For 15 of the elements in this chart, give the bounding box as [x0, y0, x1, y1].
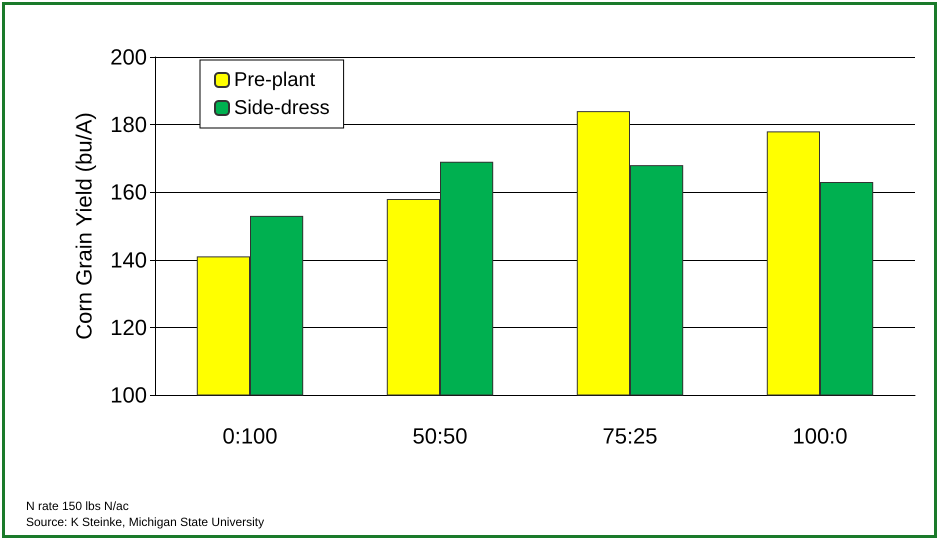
y-tick-label: 120: [110, 314, 147, 340]
legend-label: Side-dress: [234, 97, 330, 119]
x-tick-label: 100:0: [792, 424, 848, 448]
y-axis-title: Corn Grain Yield (bu/A): [72, 112, 96, 340]
y-tick-label: 140: [110, 247, 147, 272]
y-tick-label: 160: [110, 180, 147, 205]
legend-label: Pre-plant: [234, 69, 316, 91]
y-tick-label: 180: [110, 112, 147, 138]
y-tick-label: 100: [110, 382, 147, 408]
x-tick-label: 75:25: [602, 424, 658, 448]
x-tick-label: 50:50: [412, 424, 468, 448]
source-note: Source: K Steinke, Michigan State University: [26, 514, 264, 530]
y-tick-label: 200: [110, 44, 147, 70]
x-tick-label: 0:100: [222, 424, 278, 448]
text: N rate 150 lbs N/ac: [26, 498, 130, 514]
